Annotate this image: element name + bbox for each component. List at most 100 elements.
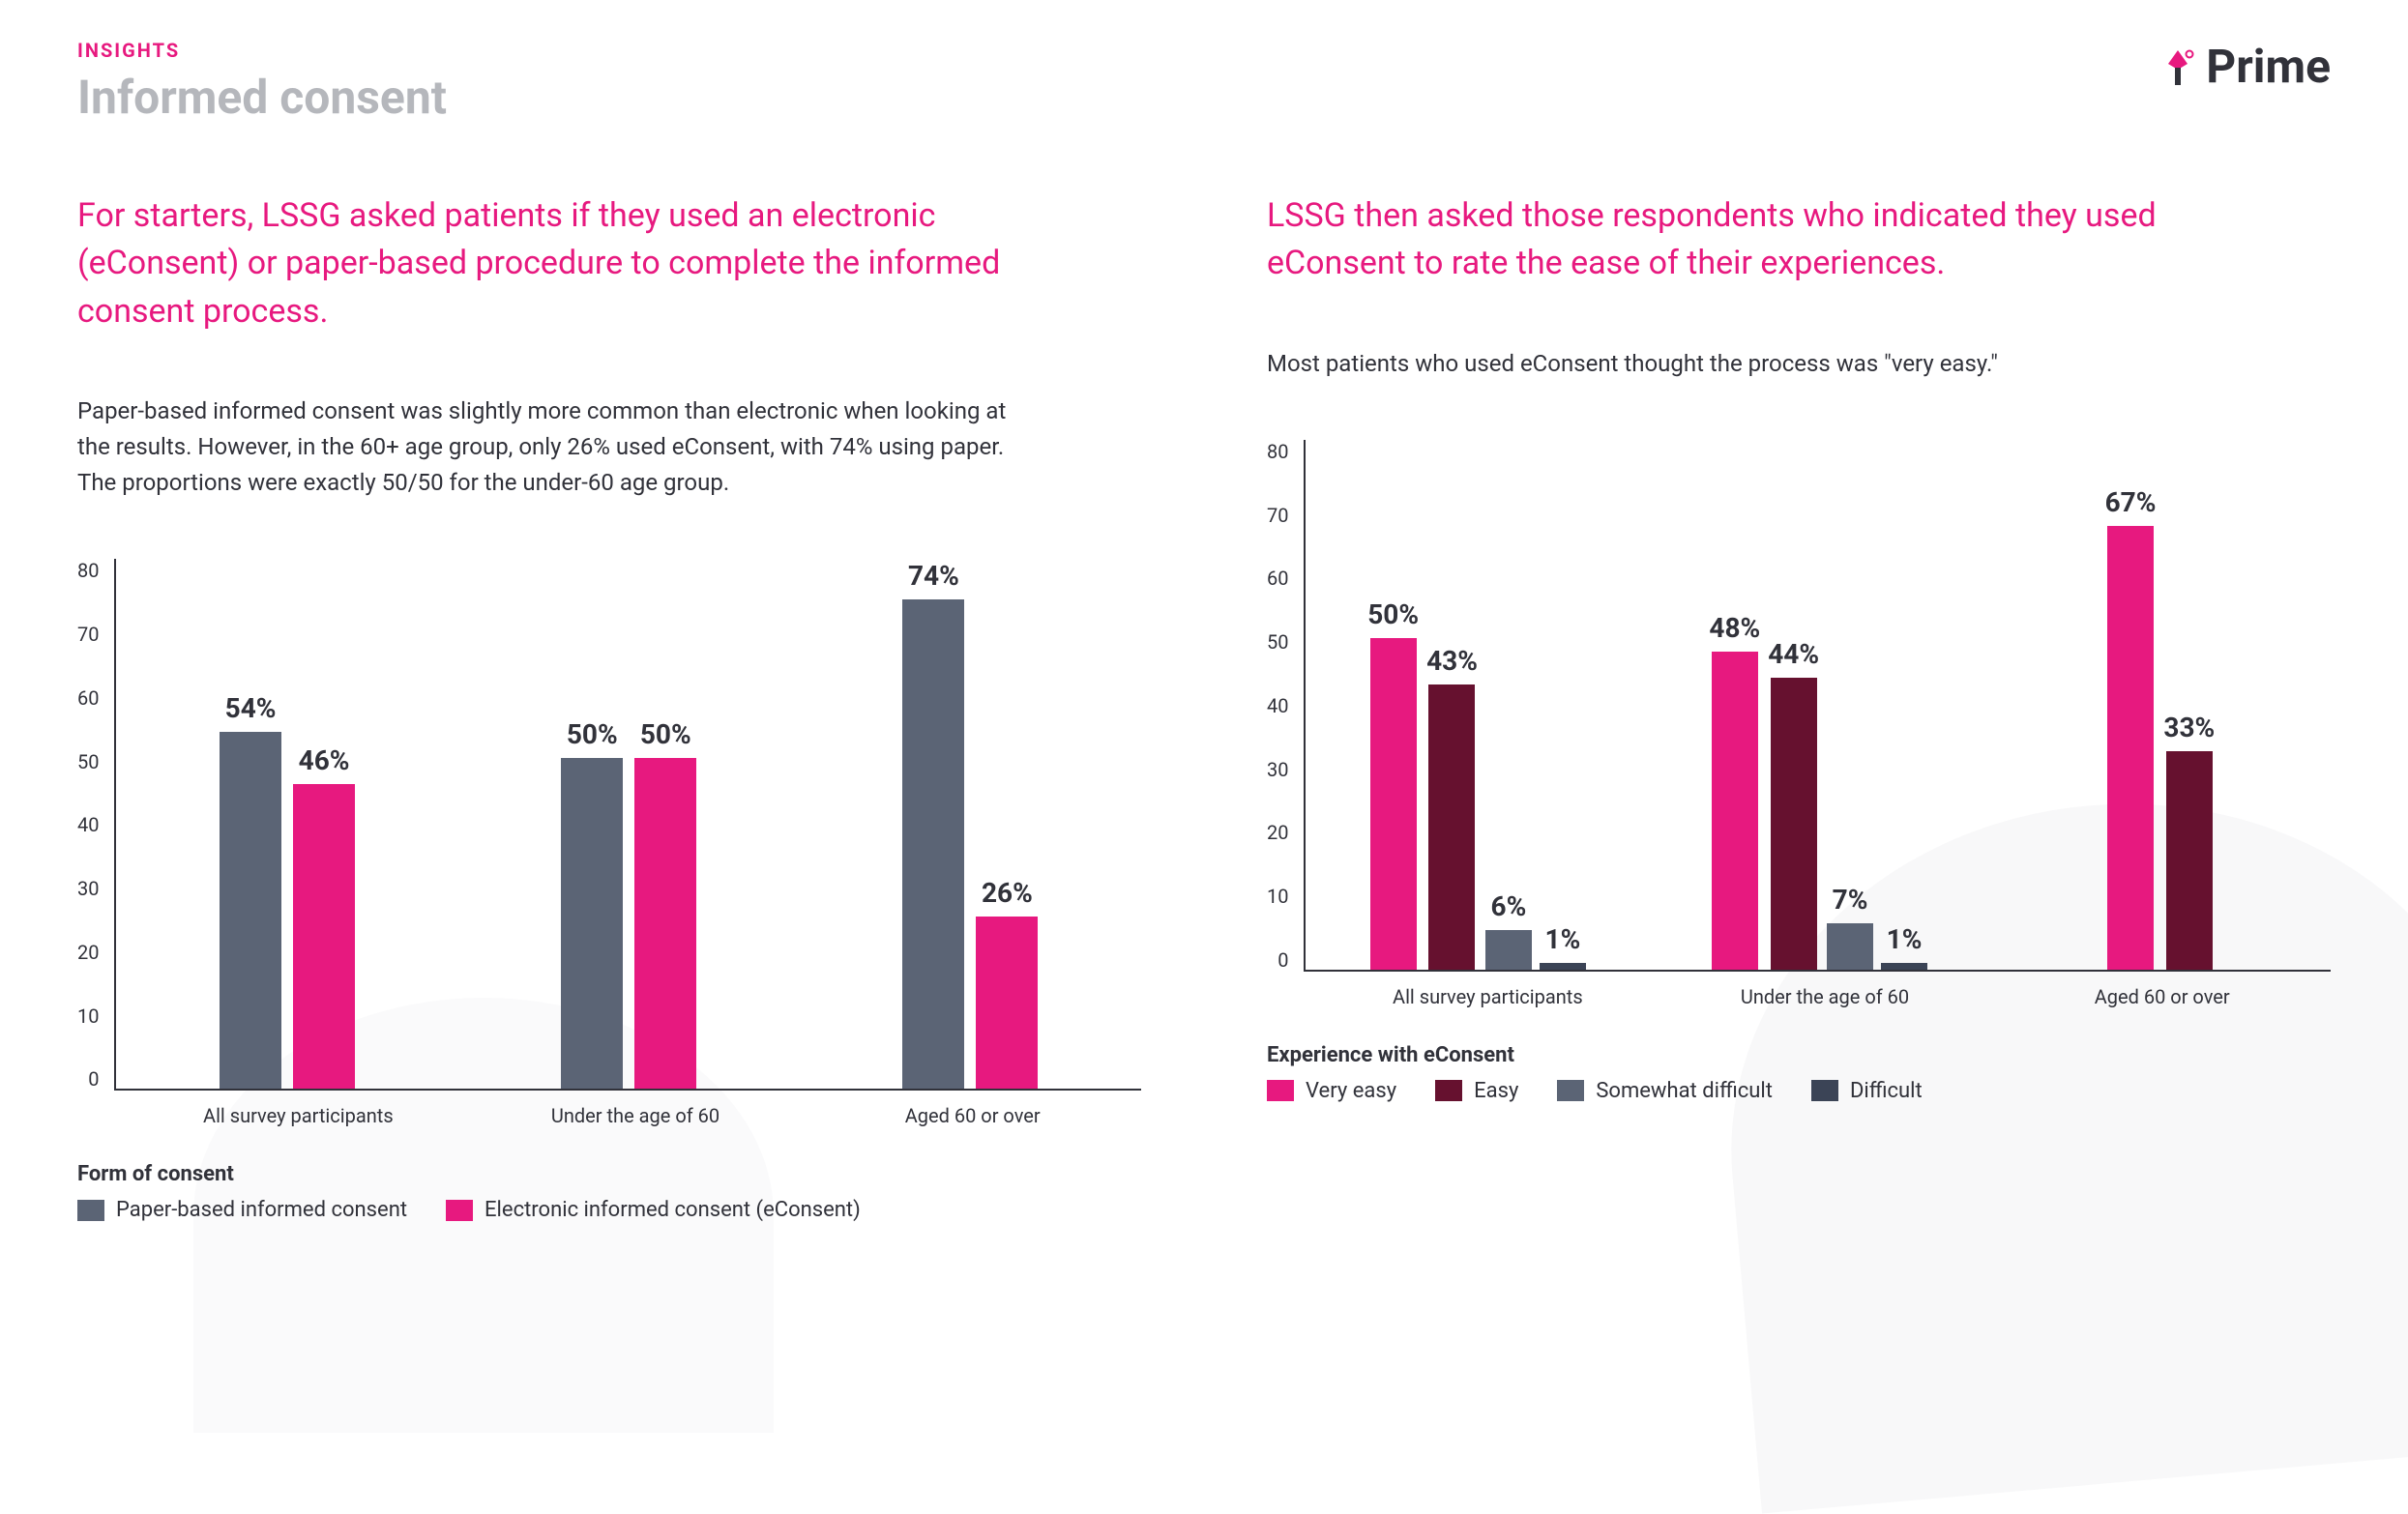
bar-wrap: 33% <box>2163 440 2215 970</box>
bar <box>634 758 696 1090</box>
y-tick: 50 <box>1267 630 1288 654</box>
bar-wrap: 44% <box>1768 440 1819 970</box>
left-body: Paper-based informed consent was slightl… <box>77 393 1025 502</box>
page-title: Informed consent <box>77 70 447 125</box>
bar <box>1540 963 1586 970</box>
chart1-legend: Paper-based informed consent Electronic i… <box>77 1198 1141 1222</box>
bar-value-label: 46% <box>299 744 350 776</box>
chart-form-of-consent: 80706050403020100 54%46%50%50%74%26% All… <box>77 559 1141 1222</box>
bar <box>561 758 623 1090</box>
chart-econsent-experience: 80706050403020100 50%43%6%1%48%44%7%1%67… <box>1267 440 2331 1103</box>
y-tick: 70 <box>1267 504 1288 527</box>
bar <box>976 917 1038 1089</box>
bar <box>902 599 964 1090</box>
legend-label: Somewhat difficult <box>1596 1079 1773 1103</box>
y-tick: 0 <box>88 1067 99 1091</box>
chart1-plot: 54% 46% 50% 50% 74% 26% <box>114 559 1141 1091</box>
bar <box>2166 751 2213 970</box>
bar-wrap: 67% <box>2105 440 2157 970</box>
bar-group: 67% 33% <box>1989 440 2331 970</box>
x-label: All survey participants <box>130 1091 467 1127</box>
bar-wrap: 50% <box>1367 440 1419 970</box>
legend-item: Difficult <box>1811 1079 1923 1103</box>
bar <box>2107 526 2154 970</box>
y-tick: 20 <box>77 941 99 964</box>
y-tick: 80 <box>77 559 99 582</box>
legend-swatch <box>446 1200 473 1221</box>
chart1-x-labels: All survey participantsUnder the age of … <box>130 1091 1141 1127</box>
chart1-y-axis: 80706050403020100 <box>77 559 114 1091</box>
legend-label: Difficult <box>1850 1079 1923 1103</box>
legend-item: Electronic informed consent (eConsent) <box>446 1198 861 1222</box>
y-tick: 40 <box>1267 694 1288 717</box>
legend-item: Very easy <box>1267 1079 1396 1103</box>
bar <box>1428 684 1475 970</box>
legend-label: Very easy <box>1306 1079 1396 1103</box>
chart2-plot: 50%43%6%1%48%44%7%1%67%33% <box>1304 440 2331 972</box>
right-intro: LSSG then asked those respondents who in… <box>1267 192 2215 288</box>
left-intro: For starters, LSSG asked patients if the… <box>77 192 1025 335</box>
bar-value-label: 44% <box>1768 638 1819 670</box>
title-block: INSIGHTS Informed consent <box>77 39 447 125</box>
bar-value-label: 54% <box>225 692 277 724</box>
legend-label: Paper-based informed consent <box>116 1198 407 1222</box>
legend-swatch <box>1435 1080 1462 1101</box>
legend-item: Easy <box>1435 1079 1518 1103</box>
legend-swatch <box>1811 1080 1838 1101</box>
legend-swatch <box>1267 1080 1294 1101</box>
chart2-legend: Very easy Easy Somewhat difficult Difficult <box>1267 1079 2331 1103</box>
brand-logo: Prime <box>2156 39 2331 94</box>
bar-wrap: 6% <box>1485 440 1532 970</box>
bar-wrap: 74% <box>902 559 964 1089</box>
y-tick: 60 <box>1267 567 1288 590</box>
legend-item: Paper-based informed consent <box>77 1198 407 1222</box>
bar-value-label: 50% <box>640 718 691 750</box>
bar-wrap: 50% <box>561 559 623 1089</box>
y-tick: 30 <box>1267 758 1288 781</box>
left-column: For starters, LSSG asked patients if the… <box>77 192 1141 1222</box>
bar-wrap: 26% <box>976 559 1038 1089</box>
bar-wrap: 1% <box>1881 440 1927 970</box>
eyebrow: INSIGHTS <box>77 39 447 62</box>
bar-value-label: 50% <box>567 718 618 750</box>
bar-wrap: 43% <box>1426 440 1478 970</box>
bar-wrap: 46% <box>293 559 355 1089</box>
y-tick: 80 <box>1267 440 1288 463</box>
x-label: Under the age of 60 <box>467 1091 805 1127</box>
bar <box>1771 678 1817 969</box>
bar-wrap: 1% <box>1540 440 1586 970</box>
x-label: Under the age of 60 <box>1657 972 1994 1008</box>
bar-value-label: 7% <box>1833 884 1868 916</box>
logo-text: Prime <box>2206 39 2331 94</box>
logo-icon <box>2156 44 2200 89</box>
bar <box>1881 963 1927 970</box>
y-tick: 50 <box>77 750 99 773</box>
y-tick: 10 <box>1267 885 1288 908</box>
bar-wrap: 7% <box>1827 440 1873 970</box>
bar <box>220 732 281 1090</box>
bar-value-label: 67% <box>2105 486 2157 518</box>
y-tick: 70 <box>77 623 99 646</box>
header-row: INSIGHTS Informed consent Prime <box>77 39 2331 125</box>
chart1-legend-title: Form of consent <box>77 1162 1141 1186</box>
y-tick: 30 <box>77 877 99 900</box>
right-body: Most patients who used eConsent thought … <box>1267 346 2215 382</box>
chart2-legend-title: Experience with eConsent <box>1267 1043 2331 1067</box>
bar-value-label: 43% <box>1426 645 1478 677</box>
bar-group: 74% 26% <box>800 559 1141 1089</box>
bar <box>1827 923 1873 970</box>
bar-wrap: 54% <box>220 559 281 1089</box>
bar-value-label: 33% <box>2163 712 2215 743</box>
right-column: LSSG then asked those respondents who in… <box>1267 192 2331 1222</box>
x-label: All survey participants <box>1319 972 1657 1008</box>
bar <box>1712 652 1758 970</box>
x-label: Aged 60 or over <box>1993 972 2331 1008</box>
y-tick: 40 <box>77 813 99 836</box>
legend-swatch <box>77 1200 104 1221</box>
bar-value-label: 1% <box>1887 923 1923 955</box>
chart2-x-labels: All survey participantsUnder the age of … <box>1319 972 2331 1008</box>
legend-label: Electronic informed consent (eConsent) <box>485 1198 861 1222</box>
bar-group: 48%44%7%1% <box>1648 440 1989 970</box>
bar-value-label: 26% <box>982 877 1033 909</box>
x-label: Aged 60 or over <box>804 1091 1141 1127</box>
